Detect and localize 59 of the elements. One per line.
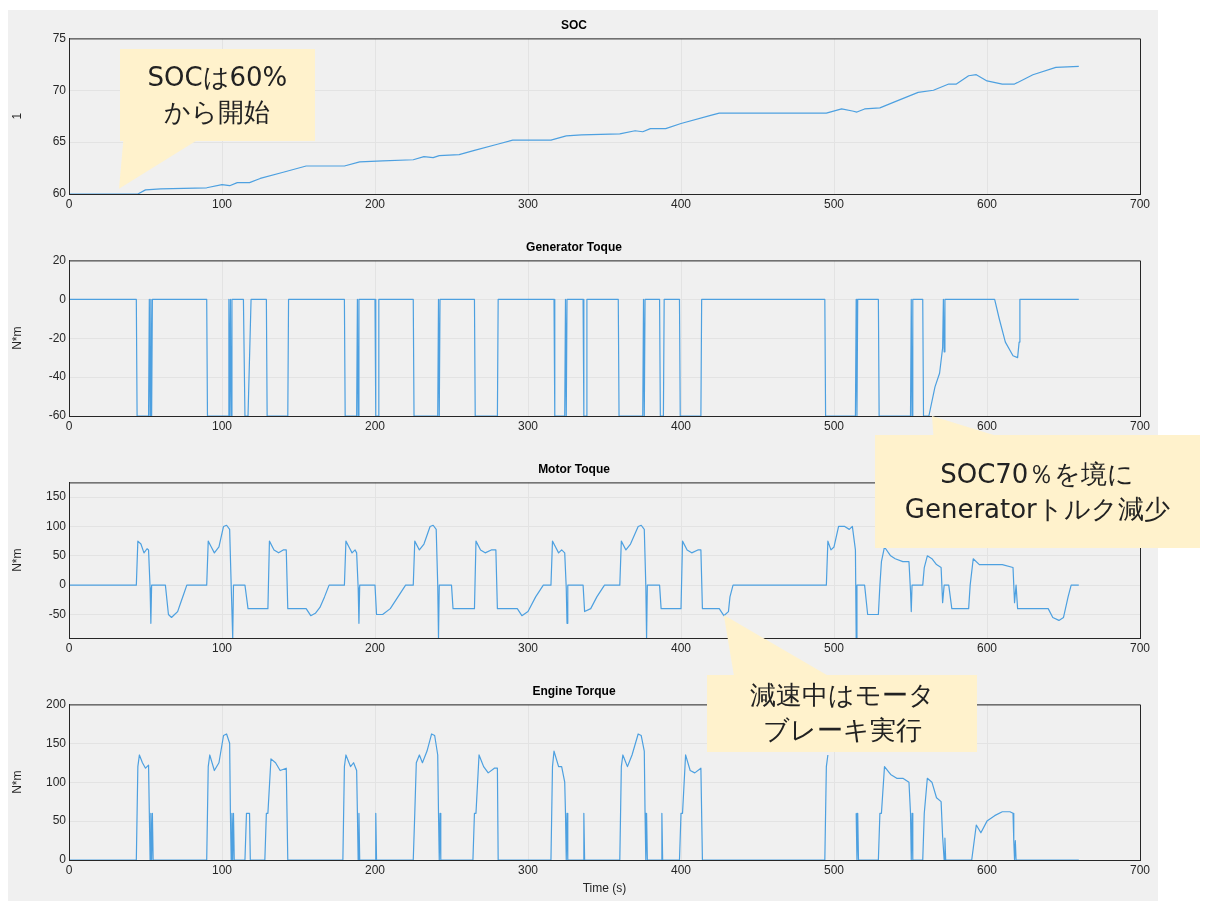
- x-tick-label: 400: [670, 418, 692, 433]
- x-tick-label: 700: [1129, 418, 1151, 433]
- x-tick-label: 400: [670, 196, 692, 211]
- x-axis-title: Time (s): [582, 881, 627, 896]
- x-tick-label: 300: [517, 862, 539, 877]
- y-tick-label: 75: [52, 30, 67, 45]
- x-tick-label: 100: [211, 640, 233, 655]
- annotation: SOCは60% から開始: [147, 60, 288, 129]
- x-tick-label: 100: [211, 196, 233, 211]
- x-tick-label: 100: [211, 418, 233, 433]
- chart-title: Generator Toque: [526, 239, 623, 254]
- x-tick-label: 500: [823, 862, 845, 877]
- y-tick-label: -20: [48, 330, 67, 345]
- y-tick-label: 50: [52, 813, 67, 828]
- chart-title: Engine Torque: [532, 683, 616, 698]
- y-tick-label: -60: [48, 408, 67, 423]
- x-tick-label: 600: [976, 862, 998, 877]
- y-tick-label: 150: [45, 489, 67, 504]
- y-tick-label: 50: [52, 548, 67, 563]
- x-tick-label: 100: [211, 862, 233, 877]
- y-tick-label: 100: [45, 774, 67, 789]
- x-tick-label: 200: [364, 196, 386, 211]
- x-tick-label: 700: [1129, 196, 1151, 211]
- x-tick-label: 400: [670, 862, 692, 877]
- chart-title: SOC: [560, 17, 588, 32]
- annotation: 減速中はモータブレーキ実行: [748, 679, 936, 748]
- y-tick-label: 0: [59, 577, 67, 592]
- x-tick-label: 400: [670, 640, 692, 655]
- x-tick-label: 300: [517, 196, 539, 211]
- y-tick-label: 0: [59, 852, 67, 867]
- x-tick-label: 600: [976, 640, 998, 655]
- x-tick-label: 200: [364, 862, 386, 877]
- y-tick-label: 70: [52, 82, 67, 97]
- y-axis-title: 1: [9, 112, 24, 120]
- x-tick-label: 500: [823, 640, 845, 655]
- x-tick-label: 500: [823, 196, 845, 211]
- y-axis-title: N*m: [9, 548, 24, 572]
- x-tick-label: 200: [364, 640, 386, 655]
- annotation: SOC70％を境に Generatorトルク減少: [904, 457, 1170, 526]
- x-tick-label: 200: [364, 418, 386, 433]
- y-tick-label: 20: [52, 252, 67, 267]
- y-axis-title: N*m: [9, 770, 24, 794]
- y-tick-label: 65: [52, 134, 67, 149]
- x-tick-label: 600: [976, 418, 998, 433]
- y-tick-label: -50: [48, 606, 67, 621]
- x-tick-label: 600: [976, 196, 998, 211]
- y-tick-label: -40: [48, 369, 67, 384]
- y-tick-label: 60: [52, 186, 67, 201]
- x-tick-label: 300: [517, 418, 539, 433]
- y-tick-label: 100: [45, 518, 67, 533]
- y-axis-title: N*m: [9, 326, 24, 350]
- y-tick-label: 150: [45, 735, 67, 750]
- x-tick-label: 500: [823, 418, 845, 433]
- y-tick-label: 200: [45, 696, 67, 711]
- x-tick-label: 300: [517, 640, 539, 655]
- x-tick-label: 700: [1129, 862, 1151, 877]
- chart-title: Motor Toque: [538, 461, 611, 476]
- y-tick-label: 0: [59, 291, 67, 306]
- x-tick-label: 700: [1129, 640, 1151, 655]
